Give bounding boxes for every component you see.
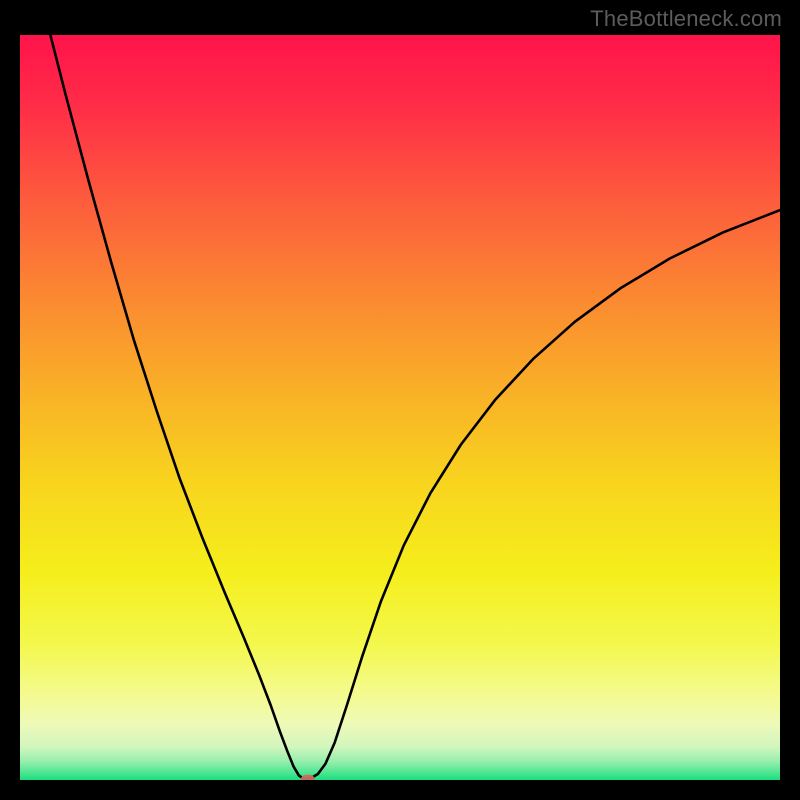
plot-area: [20, 35, 780, 780]
bottleneck-curve: [20, 35, 780, 780]
watermark-text: TheBottleneck.com: [590, 6, 782, 32]
optimum-marker: [301, 774, 315, 780]
